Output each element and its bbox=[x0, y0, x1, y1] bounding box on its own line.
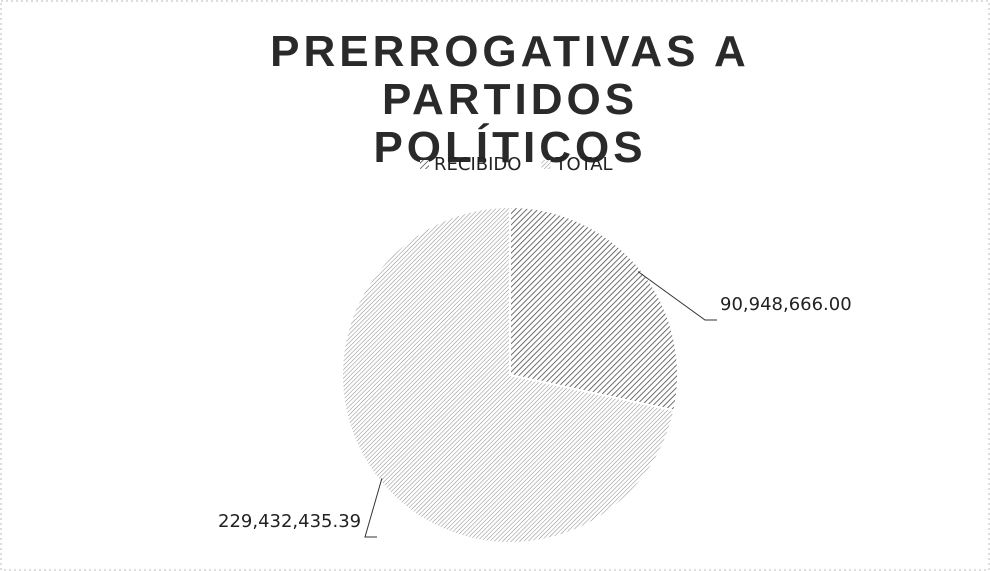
legend-label: TOTAL bbox=[554, 154, 612, 175]
pie-slice bbox=[509, 205, 679, 412]
data-label: 90,948,666.00 bbox=[720, 294, 852, 315]
data-label: 229,432,435.39 bbox=[218, 511, 361, 532]
chart-title: PRERROGATIVAS A PARTIDOS POLÍTICOS bbox=[270, 27, 750, 172]
leader-line bbox=[364, 478, 383, 538]
legend-swatch bbox=[541, 160, 551, 169]
legend-label: RECIBIDO bbox=[434, 154, 521, 175]
pie-slice bbox=[341, 205, 676, 544]
leader-line bbox=[637, 271, 717, 321]
legend-swatch bbox=[420, 160, 429, 169]
